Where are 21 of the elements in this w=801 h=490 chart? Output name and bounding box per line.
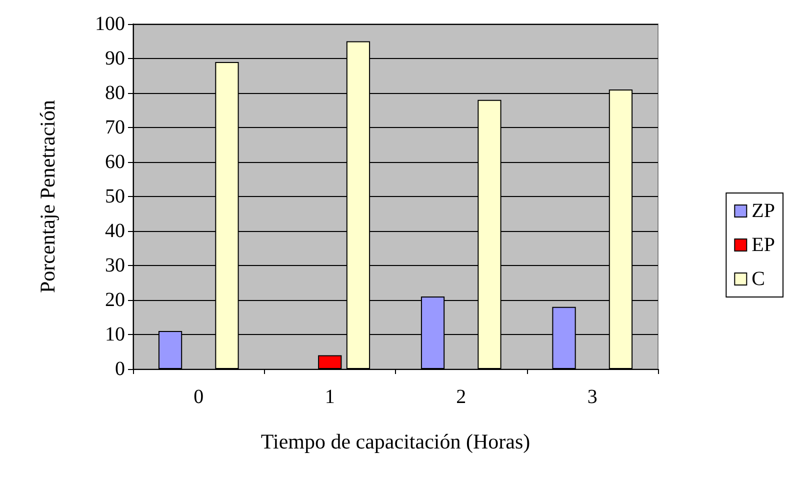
y-tick-label: 50 — [105, 186, 125, 208]
legend-label: C — [752, 268, 766, 290]
y-tick-label: 90 — [105, 48, 125, 70]
x-axis-title: Tiempo de capacitación (Horas) — [260, 430, 530, 454]
bar — [318, 355, 342, 369]
x-tick-label: 2 — [456, 386, 466, 408]
legend-label: EP — [752, 234, 776, 256]
y-tick-label: 70 — [105, 116, 125, 138]
y-tick-label: 30 — [105, 254, 125, 276]
y-tick-label: 10 — [105, 324, 125, 346]
y-tick-label: 40 — [105, 220, 125, 242]
y-tick-label: 60 — [105, 151, 125, 173]
y-tick-label: 80 — [105, 82, 125, 104]
y-axis-title: Porcentaje Penetración — [36, 100, 60, 293]
x-tick-label: 0 — [194, 386, 204, 408]
x-tick-label: 3 — [587, 386, 598, 408]
y-tick-label: 100 — [95, 13, 125, 35]
legend-label: ZP — [752, 200, 776, 222]
y-tick-label: 20 — [105, 289, 125, 311]
y-tick-label: 0 — [115, 358, 125, 380]
x-tick-label: 1 — [324, 386, 335, 408]
